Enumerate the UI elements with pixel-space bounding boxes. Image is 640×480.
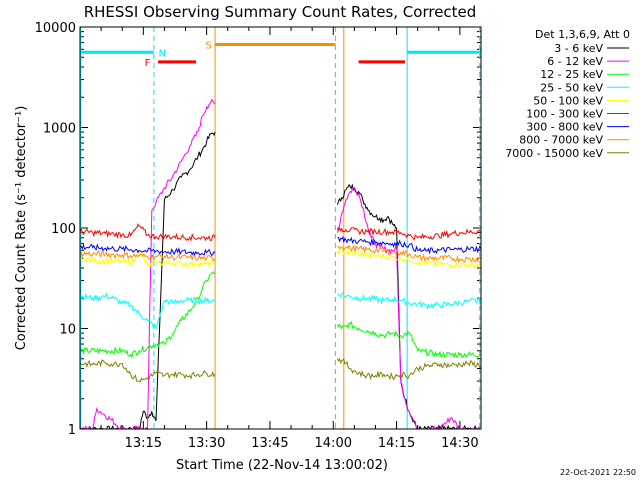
series-line — [337, 243, 482, 264]
legend-entry-label: 6 - 12 keV — [547, 55, 603, 68]
series-line — [337, 320, 482, 359]
legend-entry-label: 7000 - 15000 keV — [505, 147, 603, 160]
x-axis-label: Start Time (22-Nov-14 13:00:02) — [176, 458, 388, 473]
y-axis-label: Corrected Count Rate (s⁻¹ detector⁻¹) — [14, 106, 29, 351]
series-line — [80, 131, 216, 431]
legend-entry-label: 300 - 800 keV — [526, 121, 603, 134]
series-line — [337, 235, 482, 255]
series-line — [337, 357, 482, 381]
series-50-100-keV-kev — [79, 248, 482, 270]
series-300-800-keV-kev — [79, 235, 482, 257]
state-label-f: F — [145, 58, 151, 69]
series-line — [337, 226, 481, 241]
state-label-n: N — [159, 48, 166, 59]
legend-entry-label: 100 - 300 keV — [526, 108, 603, 121]
series-100-300-keV-kev — [79, 223, 481, 242]
legend-header: Det 1,3,6,9, Att 0 — [535, 28, 630, 41]
series-7000-15000-keV-kev — [79, 357, 482, 383]
series-line — [79, 98, 216, 431]
legend-entry-label: 3 - 6 keV — [554, 42, 603, 55]
legend-entry-label: 25 - 50 keV — [540, 81, 603, 94]
state-label-s: S — [206, 40, 212, 51]
series-line — [337, 248, 482, 270]
series-line — [79, 270, 216, 359]
y-tick-label: 100 — [51, 222, 76, 237]
x-tick-label: 13:15 — [125, 436, 162, 451]
x-tick-label: 13:30 — [188, 436, 225, 451]
series-3-6-keV-kev — [80, 131, 481, 431]
chart-title: RHESSI Observing Summary Count Rates, Co… — [84, 3, 477, 21]
y-tick-label: 10 — [59, 323, 76, 338]
series-line — [79, 292, 216, 331]
legend-entry-label: 800 - 7000 keV — [519, 134, 603, 147]
plot-area: 1 10 100 1000 10000 13:15 13:30 13:45 14:00 14:15… — [35, 21, 482, 451]
y-tick-label: 1000 — [43, 122, 76, 137]
x-tick-label: 13:45 — [251, 436, 288, 451]
series-line — [79, 223, 216, 242]
y-tick-label: 10000 — [35, 21, 76, 36]
series-line — [79, 250, 216, 269]
series-12-25-keV-kev — [79, 270, 482, 359]
x-tick-label: 14:00 — [315, 436, 352, 451]
series-6-12-keV-kev — [79, 98, 481, 431]
series-25-50-keV-kev — [79, 292, 482, 331]
legend-entry-label: 12 - 25 keV — [540, 68, 603, 81]
series-line — [79, 359, 216, 383]
x-tick-label: 14:15 — [378, 436, 415, 451]
legend-entry-label: 50 - 100 keV — [533, 94, 603, 107]
series-line — [337, 183, 481, 430]
x-tick-label: 14:30 — [441, 436, 478, 451]
series-line — [337, 187, 481, 430]
footer-timestamp: 22-Oct-2021 22:50 — [560, 468, 636, 477]
plot-frame — [79, 26, 482, 430]
y-tick-label: 1 — [68, 423, 76, 438]
series-800-7000-keV-kev — [79, 243, 482, 264]
series-line — [337, 292, 482, 310]
series-line — [79, 243, 216, 257]
series-line — [79, 250, 216, 262]
